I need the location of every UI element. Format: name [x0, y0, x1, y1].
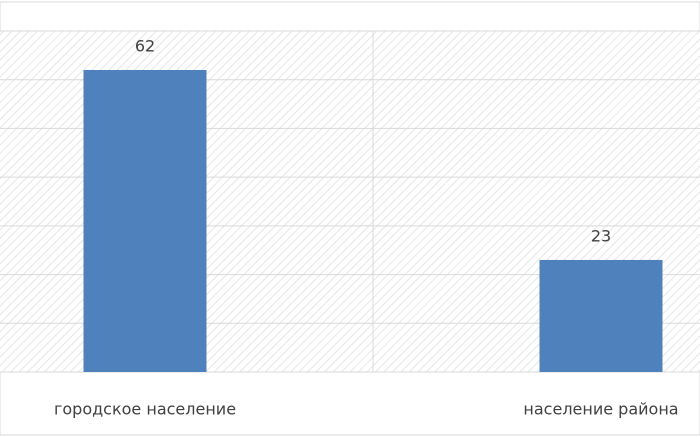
x-tick-label: население района: [523, 400, 678, 419]
bar: [539, 259, 663, 372]
bar: [83, 69, 207, 372]
data-label: 23: [591, 226, 611, 245]
data-label: 62: [135, 36, 155, 55]
x-tick-label: городское население: [54, 400, 236, 419]
